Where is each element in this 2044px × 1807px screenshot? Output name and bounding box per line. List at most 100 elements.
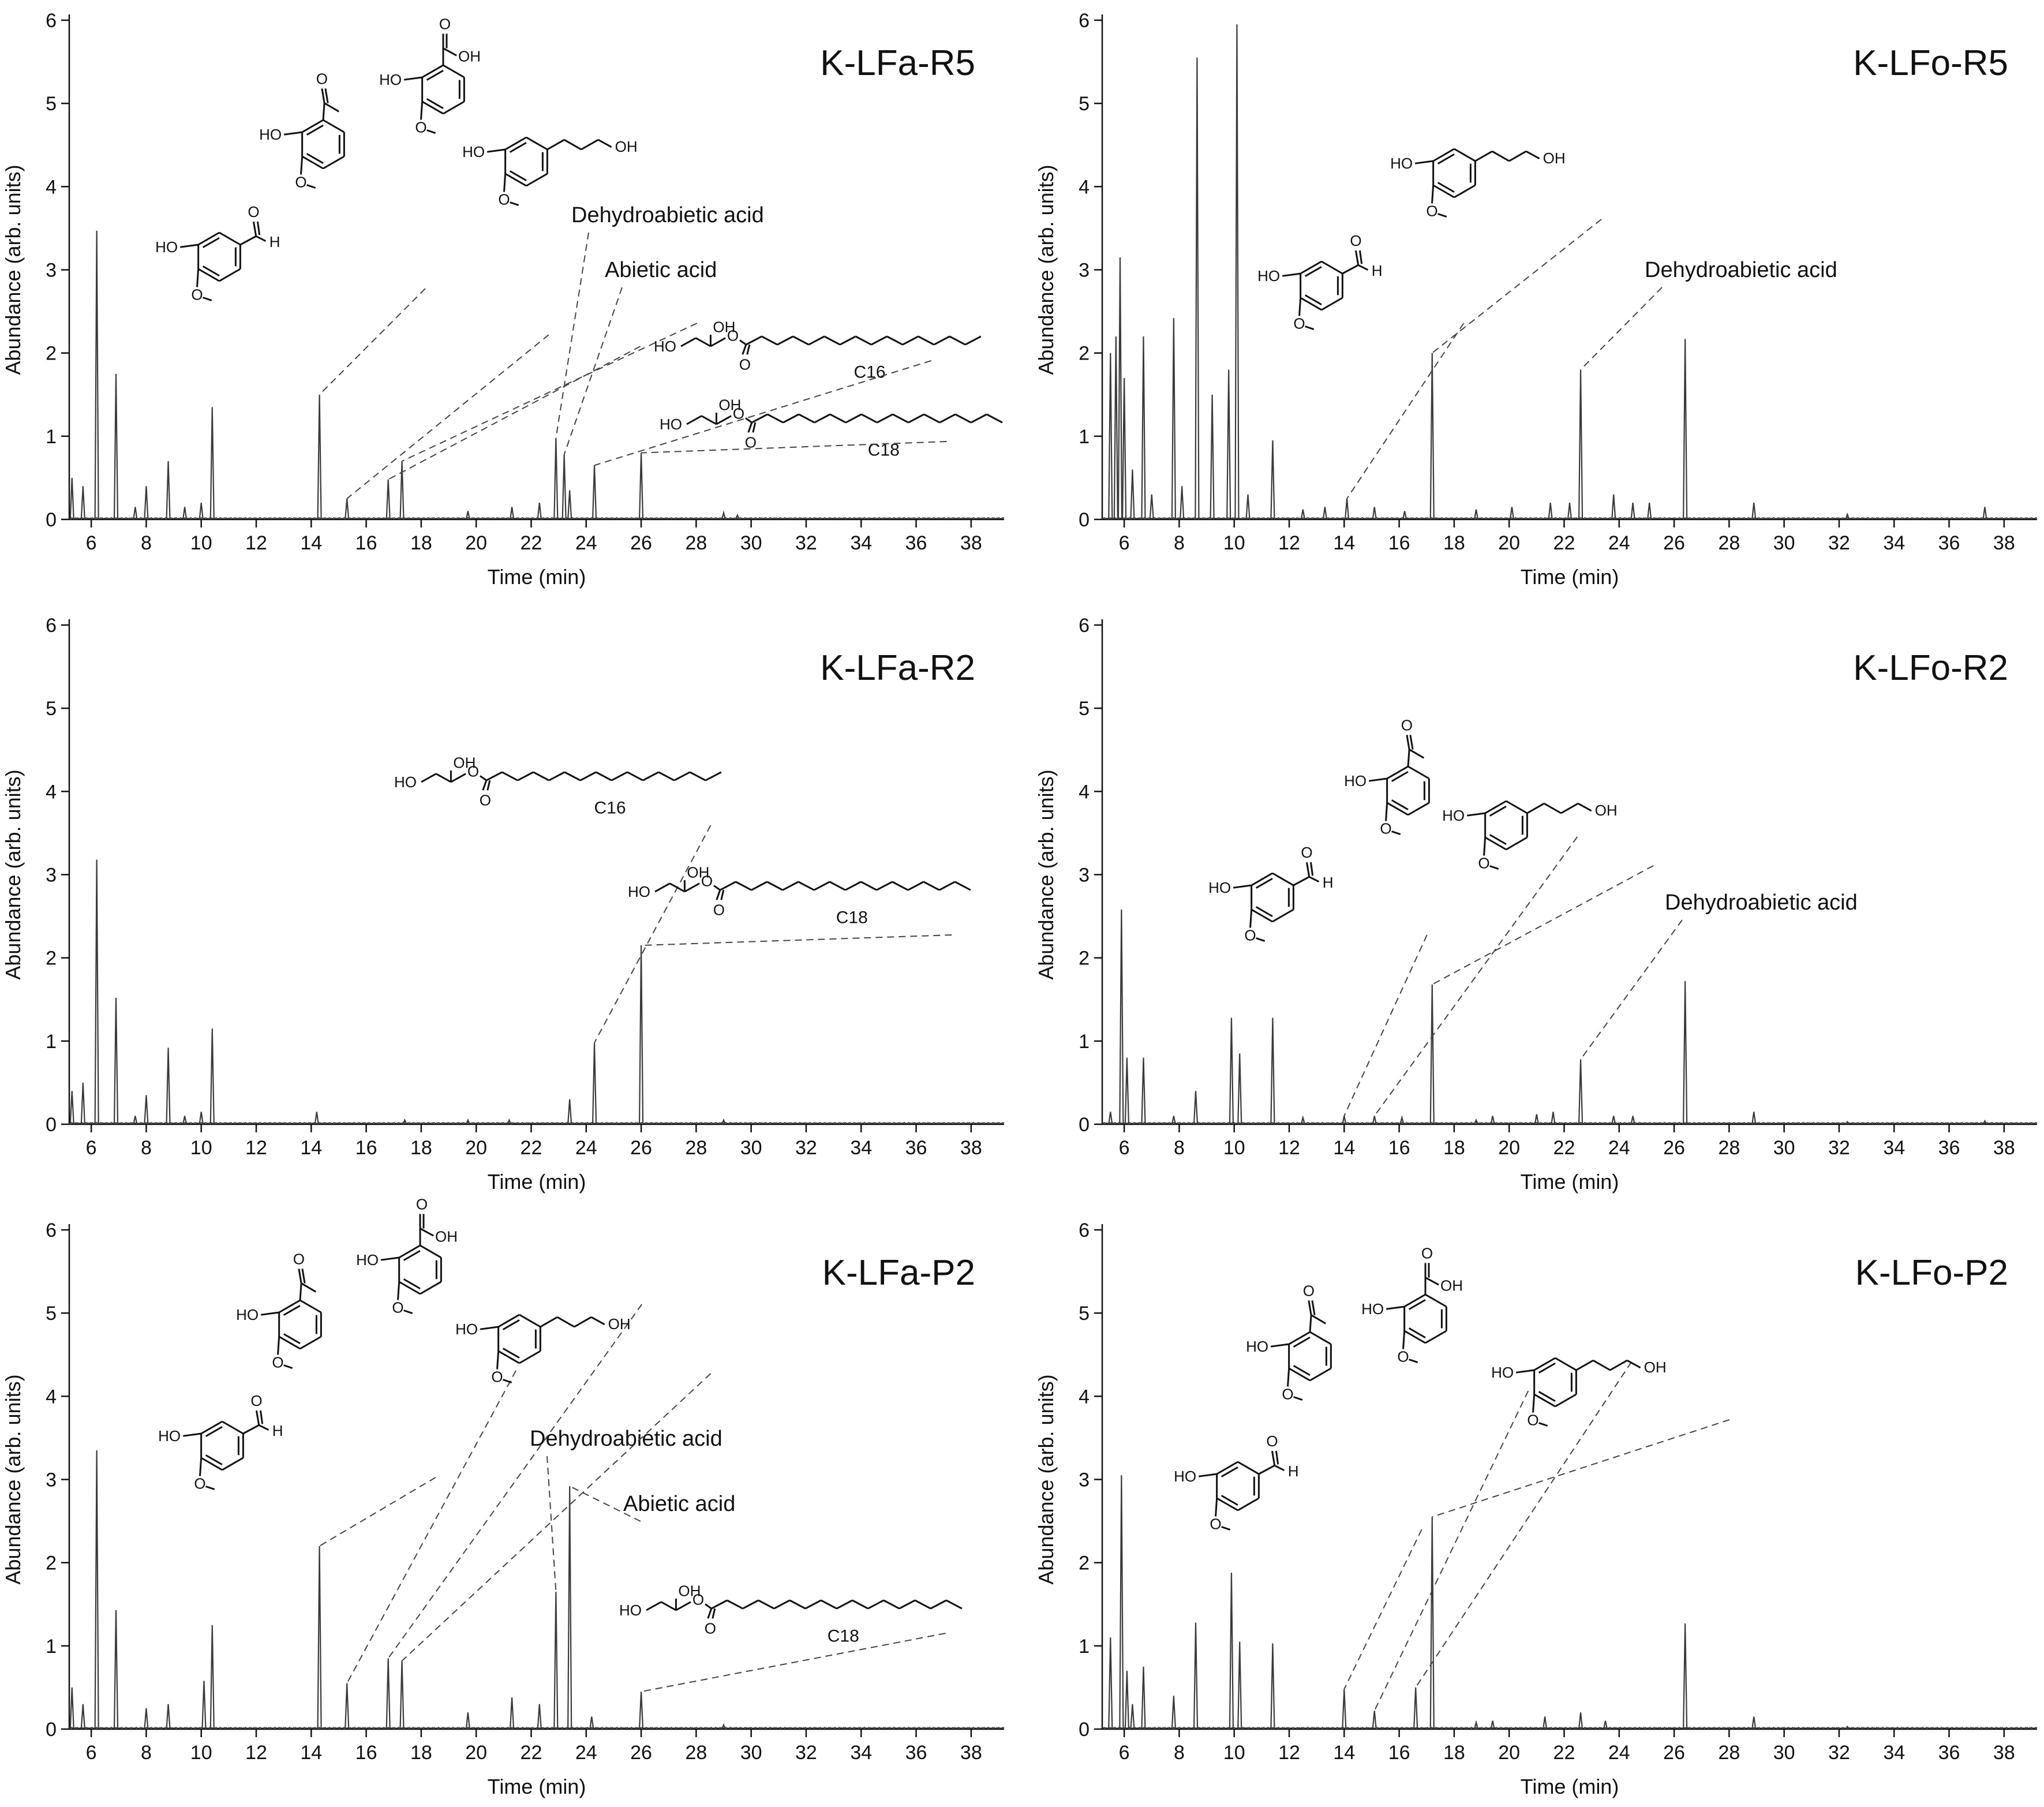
chain-bond <box>1544 802 1562 814</box>
x-tick-label: 12 <box>245 532 267 554</box>
chain-bond <box>701 415 717 425</box>
x-tick-label: 16 <box>1388 1137 1410 1159</box>
ring-double-bond <box>1437 182 1455 193</box>
chromatogram-peak <box>553 1592 559 1730</box>
chromatogram-peak <box>567 1099 572 1125</box>
x-tick-label: 22 <box>1553 532 1575 554</box>
leader-line <box>319 288 426 395</box>
methoxy-bond <box>1215 1498 1218 1517</box>
ring-bond <box>1533 1357 1556 1371</box>
chromatogram-peak <box>1534 1114 1539 1125</box>
chromatogram-peak <box>1490 1720 1495 1730</box>
chromatogram-peak <box>399 1660 405 1730</box>
chromatogram-baseline <box>69 1121 1005 1124</box>
y-tick-label: 0 <box>1079 1719 1090 1741</box>
chain-bond <box>954 413 972 424</box>
chromatogram-peak <box>1141 336 1146 520</box>
chromatogram-peak <box>144 1708 149 1730</box>
chain-bond <box>886 335 903 346</box>
chromatogram-peak <box>209 1028 215 1125</box>
chain-bond <box>548 771 566 781</box>
carbonyl-bond <box>256 221 261 235</box>
y-axis-label: Abundance (arb. units) <box>1 1374 25 1584</box>
ring-bond <box>1300 297 1322 311</box>
x-tick-label: 6 <box>1119 532 1130 554</box>
chromatogram-peak <box>345 498 350 520</box>
ring-double-bond <box>202 265 220 277</box>
chain-bond <box>845 881 862 891</box>
ring-double-bond <box>306 153 324 164</box>
chain-bond <box>907 881 924 891</box>
x-tick-label: 38 <box>1993 532 2015 554</box>
chromatogram-peak <box>1130 1704 1135 1730</box>
chromatogram-peak <box>1124 1057 1129 1125</box>
leader-line <box>387 1304 643 1659</box>
chromatogram-peak <box>638 452 644 520</box>
chromatogram-peak <box>638 945 644 1125</box>
ring-double-bond <box>509 141 527 153</box>
chromatogram-peak <box>113 373 119 520</box>
carbonyl-bond <box>255 1410 260 1426</box>
ester-bond <box>739 339 747 346</box>
ring-double-bond <box>1437 153 1455 164</box>
x-axis-label: Time (min) <box>488 1170 586 1194</box>
x-tick-label: 18 <box>410 1137 432 1159</box>
compound-label: Dehydroabietic acid <box>571 203 764 227</box>
chain-bond <box>596 771 612 781</box>
x-tick-label: 14 <box>300 532 322 554</box>
ring-bond <box>1216 1461 1238 1475</box>
hydroxyl-bond <box>380 1256 399 1261</box>
x-tick-label: 16 <box>355 1137 377 1159</box>
chromatogram-peak <box>1683 1623 1688 1730</box>
leader-line <box>594 825 712 1043</box>
methyl-bond <box>1409 749 1425 759</box>
x-tick-label: 18 <box>1443 1742 1465 1764</box>
chromatogram-peak <box>1193 1622 1199 1730</box>
atom-label: O <box>191 286 203 304</box>
chromatogram-peak <box>133 507 138 520</box>
ring-bond <box>420 1244 442 1259</box>
ring-bond <box>323 119 345 133</box>
chromatogram-peak <box>1229 1017 1234 1125</box>
y-axis-label: Abundance (arb. units) <box>1 164 25 375</box>
methoxy-bond <box>1256 937 1266 942</box>
ring-bond <box>278 1299 301 1314</box>
ring-bond <box>1386 765 1409 780</box>
ring-bond <box>219 231 241 246</box>
x-tick-label: 14 <box>300 1742 322 1764</box>
ring-bond <box>1407 765 1430 780</box>
compound-label: Dehydroabietic acid <box>530 1427 722 1451</box>
atom-label: O <box>1426 203 1437 220</box>
ring-double-bond <box>1489 805 1507 817</box>
chromatogram-peak <box>1141 1666 1146 1730</box>
leader-line <box>1580 919 1683 1060</box>
atom-label: O <box>1350 232 1361 249</box>
chain-bond <box>918 335 935 346</box>
chromatogram-peak <box>1429 1517 1435 1730</box>
chromatogram-peak <box>1509 507 1515 520</box>
x-tick-label: 10 <box>190 1137 212 1159</box>
hydroxyl-bond <box>1270 1343 1289 1348</box>
atom-label: OH <box>458 47 481 65</box>
hydroxyl-bond <box>1233 884 1252 889</box>
chain-bond <box>823 335 841 346</box>
ring-bond <box>1321 297 1343 311</box>
chain-bond <box>908 413 924 424</box>
structure-acetovanillone: HO O O <box>1246 1282 1332 1403</box>
substituent-bond <box>242 1424 260 1435</box>
chain-bond <box>660 1601 677 1611</box>
atom-label: H <box>269 233 280 250</box>
leader-line <box>1346 323 1465 499</box>
chromatogram-peak <box>589 1716 594 1730</box>
x-tick-label: 26 <box>1663 1742 1685 1764</box>
chromatogram-peak <box>1171 318 1176 520</box>
ring-double-bond <box>1255 877 1273 889</box>
x-tick-label: 6 <box>1119 1137 1130 1159</box>
atom-label: HO <box>1344 772 1367 790</box>
ester-bond <box>705 1603 712 1610</box>
chromatogram-peak <box>1429 984 1435 1125</box>
